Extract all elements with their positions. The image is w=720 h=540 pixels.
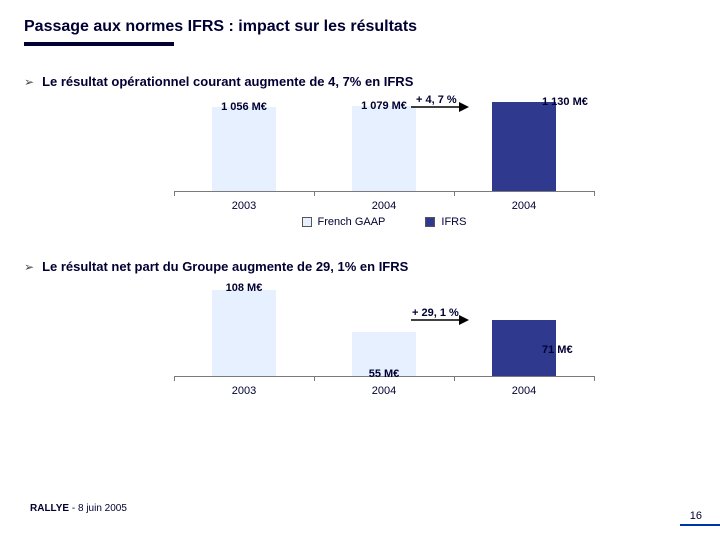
bullet-text-2: Le résultat net part du Groupe augmente …	[42, 259, 408, 274]
bar-slot: 1 056 M€	[174, 107, 314, 191]
bar-value-label: 1 130 M€	[542, 96, 588, 108]
footer-brand: RALLYE	[30, 503, 69, 514]
bar	[352, 106, 416, 191]
chevron-right-icon: ➢	[24, 261, 34, 273]
bullet-text-1: Le résultat opérationnel courant augment…	[42, 74, 413, 89]
legend: French GAAP IFRS	[174, 216, 594, 228]
section-operational-result: ➢ Le résultat opérationnel courant augme…	[24, 74, 696, 237]
bar-value-label: 108 M€	[226, 282, 263, 294]
accent-line	[680, 524, 720, 526]
x-axis-label: 2003	[174, 192, 314, 212]
bar-slot: 71 M€	[454, 320, 594, 376]
legend-item: IFRS	[425, 216, 466, 228]
bar	[212, 107, 276, 191]
legend-label: IFRS	[441, 216, 466, 228]
bar-value-label: 55 M€	[369, 368, 400, 380]
x-axis-label: 2003	[174, 377, 314, 397]
bar-value-label: 71 M€	[542, 344, 573, 356]
footer: RALLYE - 8 juin 2005	[30, 503, 127, 514]
legend-swatch	[425, 217, 435, 227]
chart2-annotation: + 29, 1 %	[412, 307, 459, 319]
title-rule	[24, 42, 174, 46]
bar-value-label: 1 056 M€	[221, 101, 267, 113]
page-number: 16	[690, 510, 702, 522]
chart-net: 108 M€55 M€71 M€ + 29, 1 % 200320042004	[174, 282, 594, 422]
chart1-annotation: + 4, 7 %	[416, 94, 457, 106]
x-axis-label: 2004	[454, 192, 594, 212]
x-axis-label: 2004	[314, 377, 454, 397]
bullet-row-2: ➢ Le résultat net part du Groupe augment…	[24, 259, 696, 274]
legend-item: French GAAP	[302, 216, 386, 228]
bar-slot: 55 M€	[314, 332, 454, 376]
bar-slot: 1 079 M€	[314, 106, 454, 191]
bar-value-label: 1 079 M€	[361, 100, 407, 112]
section-net-result: ➢ Le résultat net part du Groupe augment…	[24, 259, 696, 422]
bar-slot: 108 M€	[174, 290, 314, 376]
x-axis-label: 2004	[314, 192, 454, 212]
legend-swatch	[302, 217, 312, 227]
bar	[492, 102, 556, 191]
footer-date: 8 juin 2005	[78, 503, 127, 514]
chart-operational: 1 056 M€1 079 M€1 130 M€ + 4, 7 % 200320…	[174, 97, 594, 237]
legend-label: French GAAP	[318, 216, 386, 228]
bar	[212, 290, 276, 376]
page-title: Passage aux normes IFRS : impact sur les…	[24, 18, 696, 36]
chevron-right-icon: ➢	[24, 76, 34, 88]
bar-slot: 1 130 M€	[454, 102, 594, 191]
x-axis-label: 2004	[454, 377, 594, 397]
bullet-row-1: ➢ Le résultat opérationnel courant augme…	[24, 74, 696, 89]
